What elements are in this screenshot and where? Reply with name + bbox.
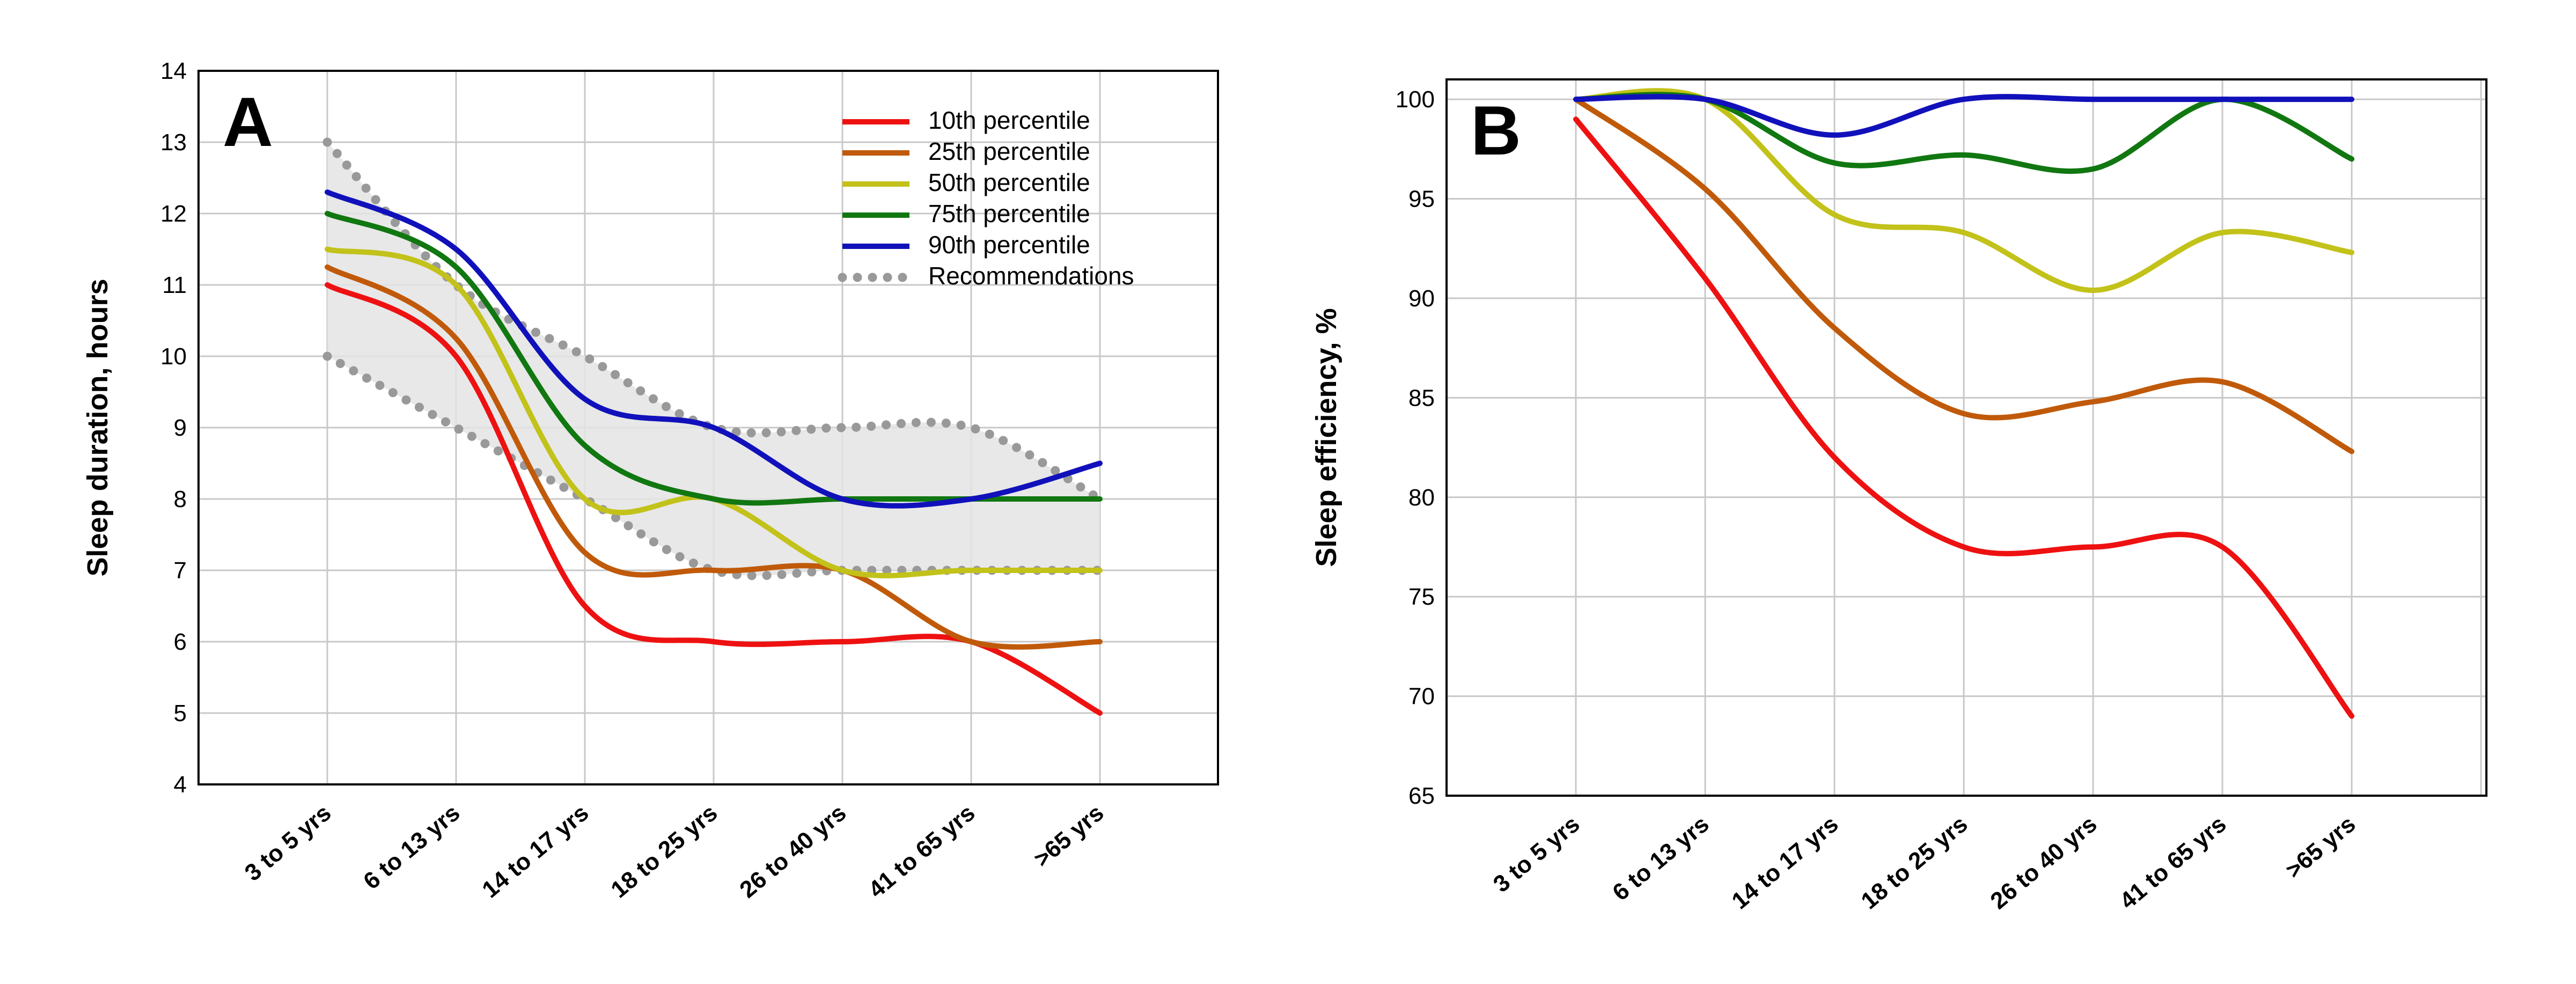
x-tick-label: 3 to 5 yrs [240,799,336,886]
panel-letter: A [223,83,273,161]
series-line-2 [1573,97,2354,454]
panel-b-chart: 65 70 75 80 85 90 95 100 3 to 5 yrs 6 to 13 yrs 14… [1310,78,2487,914]
series-line-2 [325,264,1103,650]
x-tick-label: 3 to 5 yrs [1488,811,1585,898]
x-tick-label: 18 to 25 yrs [606,799,722,903]
y-tick-label: 80 [1408,484,1435,511]
x-tick-label: >65 yrs [1029,799,1109,872]
legend-label-1: 10th percentile [928,106,1090,134]
y-tick-label: 90 [1408,285,1435,312]
y-tick-label: 13 [160,129,187,156]
y-tick-label: 14 [160,58,187,84]
legend-label-6: Recommendations [928,262,1134,290]
series-line-5 [1573,94,2354,138]
y-tick-label: 100 [1396,86,1435,113]
legend-label-5: 90th percentile [928,231,1090,259]
y-tick-label: 7 [174,557,187,584]
x-tick-label: >65 yrs [2281,811,2361,884]
x-tick-label: 26 to 40 yrs [735,799,851,903]
y-axis-title: Sleep efficiency, % [1310,308,1342,567]
series-line-1 [1573,116,2354,719]
plot-frame [1445,78,2487,797]
y-tick-label: 85 [1408,385,1435,411]
y-tick-label: 10 [160,343,187,370]
y-tick-label: 95 [1408,186,1435,212]
y-tick-label: 65 [1408,783,1435,809]
y-tick-label: 5 [174,700,187,726]
legend-label-4: 75th percentile [928,200,1090,227]
y-tick-label: 11 [162,272,187,298]
legend-label-3: 50th percentile [928,168,1090,196]
y-tick-label: 75 [1408,584,1435,610]
x-tick-label: 14 to 17 yrs [1727,811,1843,914]
series-line-5 [325,189,1103,509]
legend-label-2: 25th percentile [928,137,1090,165]
y-tick-label: 9 [174,415,187,441]
x-tick-label: 14 to 17 yrs [477,799,593,903]
y-axis-title: Sleep duration, hours [82,278,114,576]
panel-a-chart: 4 5 6 7 8 9 10 11 12 13 14 3 to 5 yrs 6 to 13 yrs 14 … [82,58,1219,903]
x-tick-label: 18 to 25 yrs [1856,811,1972,914]
y-tick-label: 8 [174,486,187,512]
x-tick-label: 26 to 40 yrs [1985,811,2102,914]
y-tick-label: 12 [160,201,187,227]
y-tick-label: 4 [174,772,187,798]
recommendations-band [327,142,1100,576]
panel-letter: B [1471,91,1521,170]
x-tick-label: 41 to 65 yrs [2115,811,2231,914]
x-tick-label: 6 to 13 yrs [358,799,465,894]
y-tick-label: 70 [1408,684,1435,710]
y-tick-label: 6 [174,629,187,655]
x-tick-label: 6 to 13 yrs [1608,811,1714,906]
plot-frame [197,70,1219,785]
x-tick-label: 41 to 65 yrs [863,799,980,903]
